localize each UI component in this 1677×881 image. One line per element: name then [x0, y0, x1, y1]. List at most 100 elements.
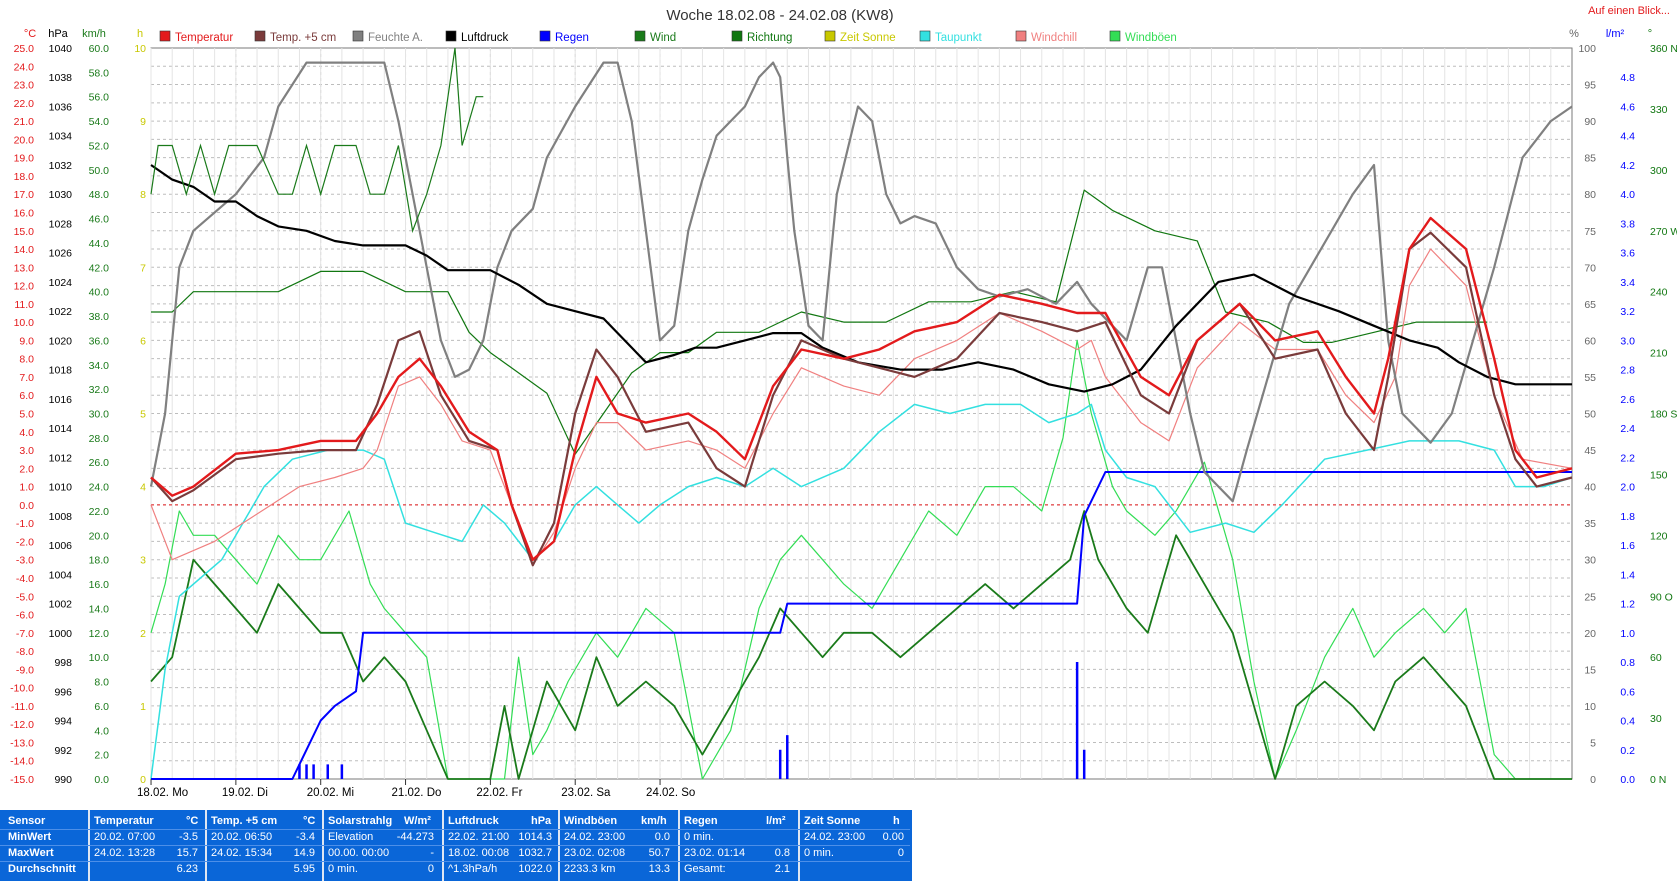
- axis-kmh-tick: 8.0: [94, 677, 109, 689]
- legend-item: Temp. +5 cm: [254, 30, 336, 44]
- axis-hpa-tick: 994: [54, 716, 72, 728]
- axis-hpa-tick: 1016: [49, 394, 73, 406]
- axis-temp-tick: 6.0: [19, 390, 34, 402]
- axis-kmh-tick: 12.0: [89, 628, 110, 640]
- col-rain-unit: l/m²: [766, 815, 786, 827]
- sun-max-label: 0 min.: [804, 847, 834, 859]
- axis-kmh-tick: 0.0: [94, 774, 109, 786]
- axis-temp-tick: 8.0: [19, 354, 34, 366]
- axis-rain-tick: 0.6: [1620, 686, 1635, 698]
- legend-swatch: [1109, 30, 1121, 42]
- sun-max-value: 0: [897, 847, 904, 859]
- left-unit-label: hPa: [48, 28, 68, 40]
- temp5-avg-value: 5.95: [293, 863, 315, 875]
- legend-item: Taupunkt: [919, 30, 982, 44]
- solar-max-time: 00.00. 00:00: [328, 847, 390, 859]
- axis-rain-tick: 1.2: [1620, 599, 1635, 611]
- axis-kmh-tick: 14.0: [89, 603, 110, 615]
- axis-rain-tick: 2.8: [1620, 365, 1635, 377]
- weather-chart: Woche 18.02.08 - 24.02.08 (KW8) Auf eine…: [10, 5, 1677, 799]
- temp-max-time: 24.02. 13:28: [94, 847, 156, 859]
- axis-degree-tick: 150: [1650, 469, 1668, 481]
- axis-percent-tick: 100: [1578, 43, 1596, 55]
- rain-max-value: 0.8: [774, 847, 790, 859]
- axis-degree-tick: 90 O: [1650, 591, 1673, 603]
- unit-labels: °C hPa km/h h% l/m² °: [24, 28, 1652, 40]
- axis-rain-tick: 4.8: [1620, 72, 1635, 84]
- gust-min-value: 0.0: [654, 831, 670, 843]
- axis-kmh-tick: 38.0: [89, 311, 110, 323]
- series-regen: [151, 471, 1572, 780]
- axis-kmh-tick: 22.0: [89, 506, 110, 518]
- legend-swatch: [445, 30, 457, 42]
- axis-kmh-tick: 30.0: [89, 409, 110, 421]
- axis-kmh-tick: 52.0: [89, 140, 110, 152]
- legend-label: Zeit Sonne: [840, 32, 896, 44]
- axis-hpa-tick: 1036: [49, 101, 73, 113]
- axis-temp-tick: -12.0: [10, 719, 34, 731]
- axis-degree-tick: 0 N: [1650, 774, 1666, 786]
- axis-rain-tick: 1.6: [1620, 540, 1635, 552]
- axis-rain-tick: 4.6: [1620, 101, 1635, 113]
- axis-degree-tick: 270 W: [1650, 226, 1677, 238]
- legend-item: Windchill: [1015, 30, 1077, 44]
- temp-min-time: 20.02. 07:00: [94, 831, 156, 843]
- axis-hpa-tick: 1024: [49, 277, 73, 289]
- legend-label: Temp. +5 cm: [270, 32, 336, 44]
- series-layer: [149, 47, 1573, 780]
- temp-max-value: 15.7: [176, 847, 198, 859]
- axis-kmh-tick: 54.0: [89, 116, 110, 128]
- axis-hours-tick: 1: [140, 701, 146, 713]
- axis-kmh-tick: 42.0: [89, 262, 110, 274]
- temp-avg-value: 6.23: [176, 863, 198, 875]
- axis-temp-tick: 21.0: [14, 116, 35, 128]
- rain-max-time: 23.02. 01:14: [684, 847, 746, 859]
- axis-hpa-tick: 1004: [49, 569, 73, 581]
- axis-hpa-tick: 1018: [49, 365, 73, 377]
- axis-temp-tick: 3.0: [19, 445, 34, 457]
- axis-rain-tick: 3.8: [1620, 218, 1635, 230]
- right-unit-label: °: [1648, 28, 1652, 40]
- axis-percent-tick: 60: [1584, 335, 1596, 347]
- axis-percent-tick: 20: [1584, 628, 1596, 640]
- col-solar: Solarstrahlg: [328, 815, 393, 827]
- legend-item: Richtung: [731, 30, 792, 44]
- legend-swatch: [919, 30, 931, 42]
- axis-hpa-tick: 1010: [49, 482, 73, 494]
- axis-temp-tick: 15.0: [14, 226, 35, 238]
- axis-kmh-tick: 16.0: [89, 579, 110, 591]
- axis-hours-tick: 0: [140, 774, 146, 786]
- axis-kmh-tick: 40.0: [89, 287, 110, 299]
- axis-kmh-tick: 28.0: [89, 433, 110, 445]
- legend-swatch: [1015, 30, 1027, 42]
- rain-total-label: Gesamt:: [684, 863, 726, 875]
- axis-percent-tick: 0: [1590, 774, 1596, 786]
- legend-swatch: [254, 30, 266, 42]
- axis-temp-tick: 25.0: [14, 43, 35, 55]
- axis-kmh-tick: 4.0: [94, 725, 109, 737]
- col-pressure-unit: hPa: [531, 815, 552, 827]
- axis-hpa-tick: 1030: [49, 189, 73, 201]
- axis-temp-tick: -6.0: [16, 610, 34, 622]
- axis-percent-tick: 35: [1584, 518, 1596, 530]
- series-windchill: [150, 248, 1573, 566]
- axis-rain-tick: 3.2: [1620, 306, 1635, 318]
- axis-percent-tick: 40: [1584, 482, 1596, 494]
- temp5-max-value: 14.9: [293, 847, 315, 859]
- grid: [150, 48, 1572, 779]
- legend-swatch: [352, 30, 364, 42]
- col-sun: Zeit Sonne: [804, 815, 861, 827]
- axis-hours-tick: 10: [134, 43, 146, 55]
- axis-percent-tick: 75: [1584, 226, 1596, 238]
- axis-rain-tick: 2.0: [1620, 482, 1635, 494]
- legend-item: Feuchte A.: [352, 30, 423, 44]
- legend-label: Feuchte A.: [368, 32, 423, 44]
- axis-hpa-tick: 1012: [49, 452, 73, 464]
- axis-kmh-tick: 50.0: [89, 165, 110, 177]
- row-label-min: MinWert: [8, 831, 52, 843]
- axis-rain-tick: 0.4: [1620, 716, 1635, 728]
- axis-kmh-tick: 44.0: [89, 238, 110, 250]
- top-link[interactable]: Auf einen Blick...: [1588, 5, 1670, 17]
- right-unit-label: %: [1569, 28, 1579, 40]
- pressure-min-time: 22.02. 21:00: [448, 831, 510, 843]
